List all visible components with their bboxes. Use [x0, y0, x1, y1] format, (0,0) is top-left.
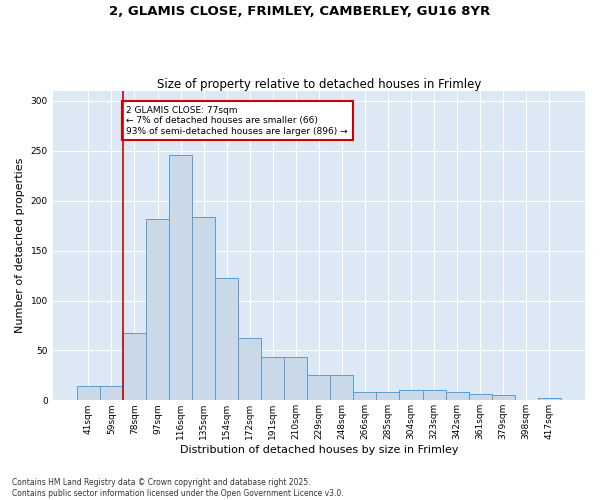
Bar	[353, 392, 376, 400]
Bar	[469, 394, 491, 400]
Bar	[307, 376, 331, 400]
Bar	[77, 386, 100, 400]
Bar	[123, 334, 146, 400]
Bar	[169, 155, 192, 400]
Title: Size of property relative to detached houses in Frimley: Size of property relative to detached ho…	[157, 78, 481, 91]
Bar	[422, 390, 446, 400]
Bar	[331, 376, 353, 400]
Y-axis label: Number of detached properties: Number of detached properties	[15, 158, 25, 334]
Bar	[491, 396, 515, 400]
Text: 2 GLAMIS CLOSE: 77sqm
← 7% of detached houses are smaller (66)
93% of semi-detac: 2 GLAMIS CLOSE: 77sqm ← 7% of detached h…	[127, 106, 348, 136]
Bar	[238, 338, 261, 400]
X-axis label: Distribution of detached houses by size in Frimley: Distribution of detached houses by size …	[179, 445, 458, 455]
Bar	[376, 392, 400, 400]
Bar	[400, 390, 422, 400]
Bar	[146, 218, 169, 400]
Bar	[100, 386, 123, 400]
Bar	[192, 216, 215, 400]
Text: 2, GLAMIS CLOSE, FRIMLEY, CAMBERLEY, GU16 8YR: 2, GLAMIS CLOSE, FRIMLEY, CAMBERLEY, GU1…	[109, 5, 491, 18]
Bar	[284, 358, 307, 401]
Bar	[538, 398, 561, 400]
Text: Contains HM Land Registry data © Crown copyright and database right 2025.
Contai: Contains HM Land Registry data © Crown c…	[12, 478, 344, 498]
Bar	[261, 358, 284, 401]
Bar	[215, 278, 238, 400]
Bar	[446, 392, 469, 400]
